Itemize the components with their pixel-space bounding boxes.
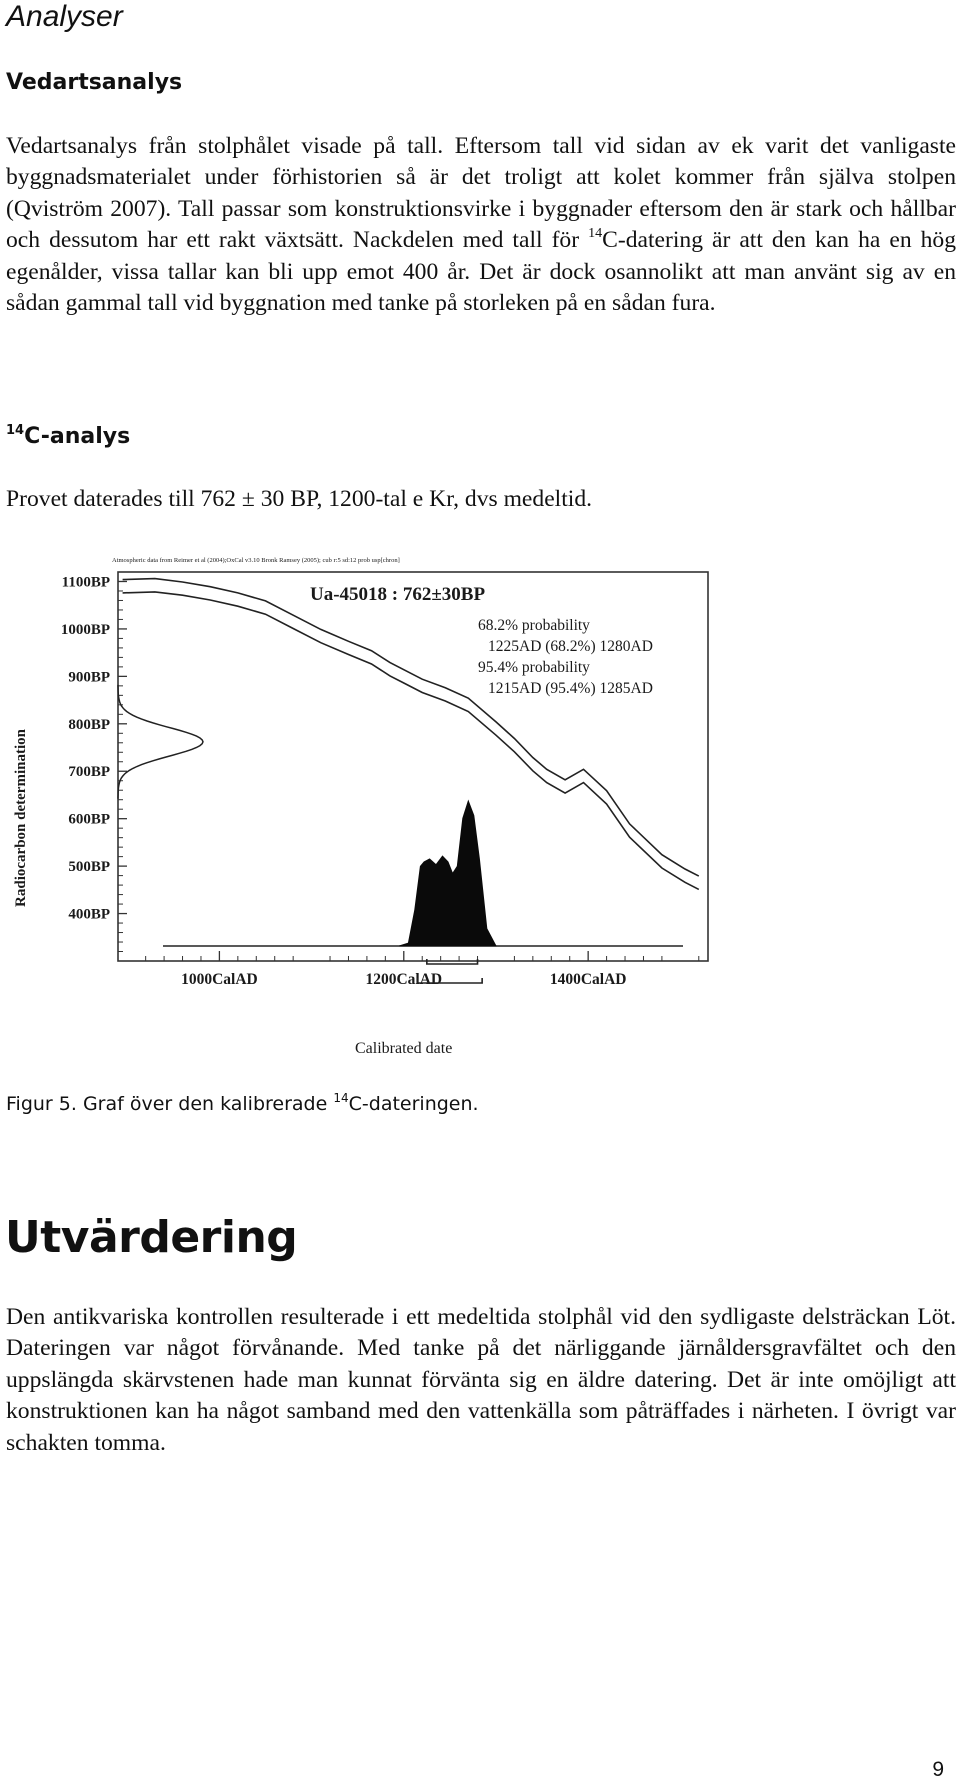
measurement-distribution	[117, 684, 204, 799]
chart-source-note: Atmospheric data from Reimer et al (2004…	[112, 557, 400, 564]
x-axis-label: Calibrated date	[355, 1040, 452, 1057]
measurement-gaussian	[117, 684, 204, 799]
paragraph-vedart-part2: C-datering är att den kan ha en hög egen…	[6, 227, 957, 317]
y-axis: 1100BP 1000BP 900BP 800BP 700BP 600BP 500BP 400…	[61, 574, 127, 953]
calibrated-probability-area	[399, 799, 497, 947]
heading-superscript-14: 14	[6, 423, 25, 438]
superscript-14: 14	[588, 226, 603, 242]
y-tick-label: 800BP	[68, 717, 110, 733]
calibrated-distribution	[163, 799, 683, 947]
probability-annotations: 68.2% probability 1225AD (68.2%) 1280AD 95…	[478, 617, 653, 697]
figure-caption: Figur 5. Graf över den kalibrerade 14C-d…	[6, 1091, 479, 1115]
calibration-curve-band-edge	[122, 591, 700, 891]
paragraph-c14: Provet daterades till 762 ± 30 BP, 1200-…	[6, 486, 593, 512]
x-tick-label: 1000CalAD	[181, 971, 258, 988]
annotation-line: 1215AD (95.4%) 1285AD	[488, 680, 653, 697]
heading-utvardering: Utvärdering	[5, 1212, 298, 1263]
calibration-chart: Atmospheric data from Reimer et al (2004…	[13, 557, 709, 1057]
y-tick-label: 400BP	[68, 907, 110, 923]
annotation-line: 95.4% probability	[478, 659, 590, 676]
paragraph-vedart-part1: Vedartsanalys från stolphålet visade på …	[6, 133, 956, 254]
y-tick-label: 500BP	[68, 859, 110, 875]
plot-frame	[117, 571, 709, 962]
calibration-curve	[122, 577, 700, 891]
y-tick-label: 700BP	[68, 764, 110, 780]
running-header: Analyser	[6, 0, 123, 33]
heading-vedartsanalys: Vedartsanalys	[6, 70, 183, 95]
y-tick-label: 1000BP	[61, 622, 110, 638]
caption-suffix: C-dateringen.	[348, 1093, 479, 1115]
annotation-line: 1225AD (68.2%) 1280AD	[488, 638, 653, 655]
heading-c14-label: C-analys	[24, 424, 131, 449]
range-bars	[416, 959, 483, 984]
y-tick-label: 1100BP	[62, 574, 110, 590]
range-bar-95	[416, 978, 483, 984]
y-axis-label: Radiocarbon determination	[13, 728, 29, 907]
page-number: 9	[932, 1758, 944, 1781]
y-tick-label: 600BP	[68, 812, 110, 828]
caption-prefix: Figur 5. Graf över den kalibrerade	[6, 1093, 334, 1115]
paragraph-utvardering: Den antikvariska kontrollen resulterade …	[6, 1304, 956, 1456]
y-tick-label: 900BP	[68, 669, 110, 685]
calibration-curve-band-edge	[122, 577, 700, 877]
chart-title: Ua-45018 : 762±30BP	[310, 584, 485, 605]
range-bar-68	[426, 959, 479, 965]
x-tick-label: 1200CalAD	[365, 971, 442, 988]
x-tick-label: 1400CalAD	[550, 971, 627, 988]
paragraph-vedartsanalys: Vedartsanalys från stolphålet visade på …	[6, 131, 956, 319]
caption-superscript: 14	[333, 1091, 349, 1105]
annotation-line: 68.2% probability	[478, 617, 590, 634]
heading-c14-analys: 14C-analys	[6, 423, 130, 449]
